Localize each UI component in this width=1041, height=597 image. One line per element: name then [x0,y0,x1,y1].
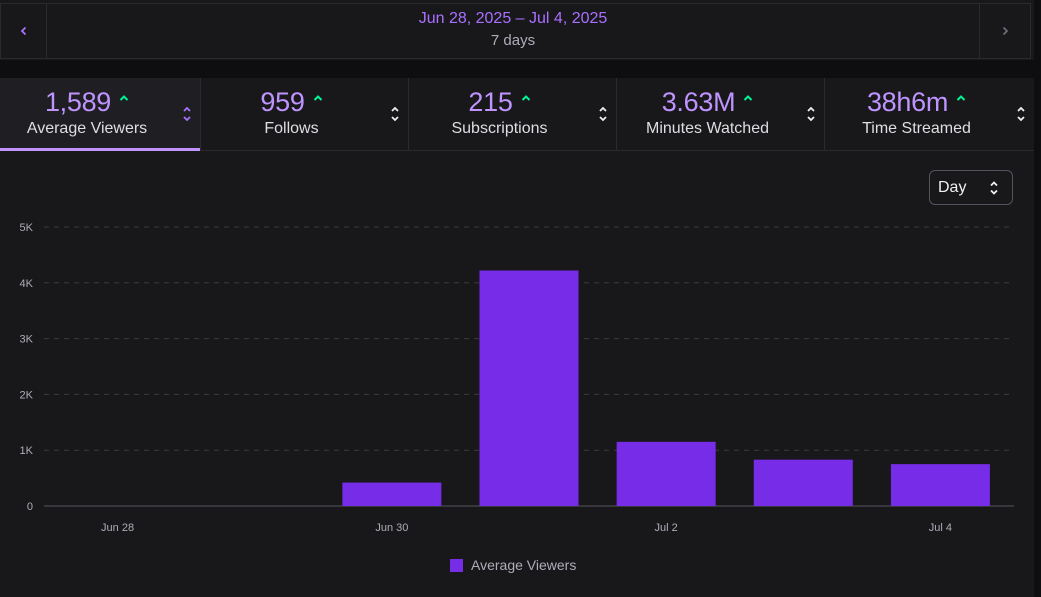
date-range-label: Jun 28, 2025 – Jul 4, 2025 [418,10,608,27]
metric-label: Minutes Watched [645,120,769,137]
bar [616,441,716,506]
trend-up-icon [313,95,322,101]
y-tick-label: 2K [20,389,34,401]
y-tick-label: 1K [20,445,34,457]
x-tick-label: Jun 30 [375,522,408,534]
metrics-tab-bar: 1,589 Average Viewers 959 Follows 215 Su… [0,78,1034,151]
y-tick-label: 5K [20,222,34,234]
metric-tab-minutes-watched[interactable]: 3.63M Minutes Watched [617,78,825,150]
previous-period-button[interactable] [1,4,47,58]
metric-value: 215 [468,87,513,117]
chart-legend: Average Viewers [450,556,576,574]
trend-up-icon [744,95,753,101]
section-divider [0,60,1034,78]
metric-label: Subscriptions [451,120,548,137]
bar [753,459,853,506]
metric-value: 1,589 [44,87,112,117]
metric-value: 3.63M [661,87,736,117]
bar [342,482,442,506]
trend-up-icon [521,95,530,101]
y-tick-label: 0 [27,501,33,513]
sort-updown-icon [599,106,607,122]
metric-tab-follows[interactable]: 959 Follows [201,78,409,150]
metric-label: Average Viewers [26,120,148,137]
trend-up-icon [956,95,966,101]
scroll-gutter [1034,0,1041,597]
y-tick-label: 3K [20,334,34,346]
interval-select-value: Day [938,179,967,196]
next-period-button[interactable] [979,4,1030,58]
sort-updown-icon [1017,106,1025,122]
date-range-duration: 7 days [490,32,536,49]
chevron-left-icon [20,26,26,36]
sort-updown-icon [183,106,191,122]
bar [479,270,579,506]
x-tick-label: Jul 4 [929,522,952,534]
sort-updown-icon [990,181,998,195]
y-tick-label: 4K [20,278,34,290]
x-tick-label: Jun 28 [101,522,134,534]
x-tick-label: Jul 2 [655,522,678,534]
metric-tab-subscriptions[interactable]: 215 Subscriptions [409,78,617,150]
trend-up-icon [119,95,129,101]
metric-value: 959 [260,87,305,117]
sort-updown-icon [807,106,815,122]
average-viewers-bar-chart: 0 1K 2K 3K 4K 5K Jun 28 Jun 30 Jul 2 Jul 4 [20,222,1014,534]
bar [890,464,990,506]
metric-value: 38h6m [866,87,949,117]
legend-label: Average Viewers [471,557,577,573]
metric-tab-average-viewers[interactable]: 1,589 Average Viewers [0,78,201,151]
metric-tab-time-streamed[interactable]: 38h6m Time Streamed [825,78,1034,150]
date-range-navigator: Jun 28, 2025 – Jul 4, 2025 7 days [0,3,1031,59]
metric-label: Follows [264,120,319,137]
legend-swatch [450,558,463,572]
metric-label: Time Streamed [862,120,971,137]
interval-select[interactable]: Day [929,170,1013,205]
chevron-right-icon [1002,26,1009,36]
sort-updown-icon [391,106,399,122]
